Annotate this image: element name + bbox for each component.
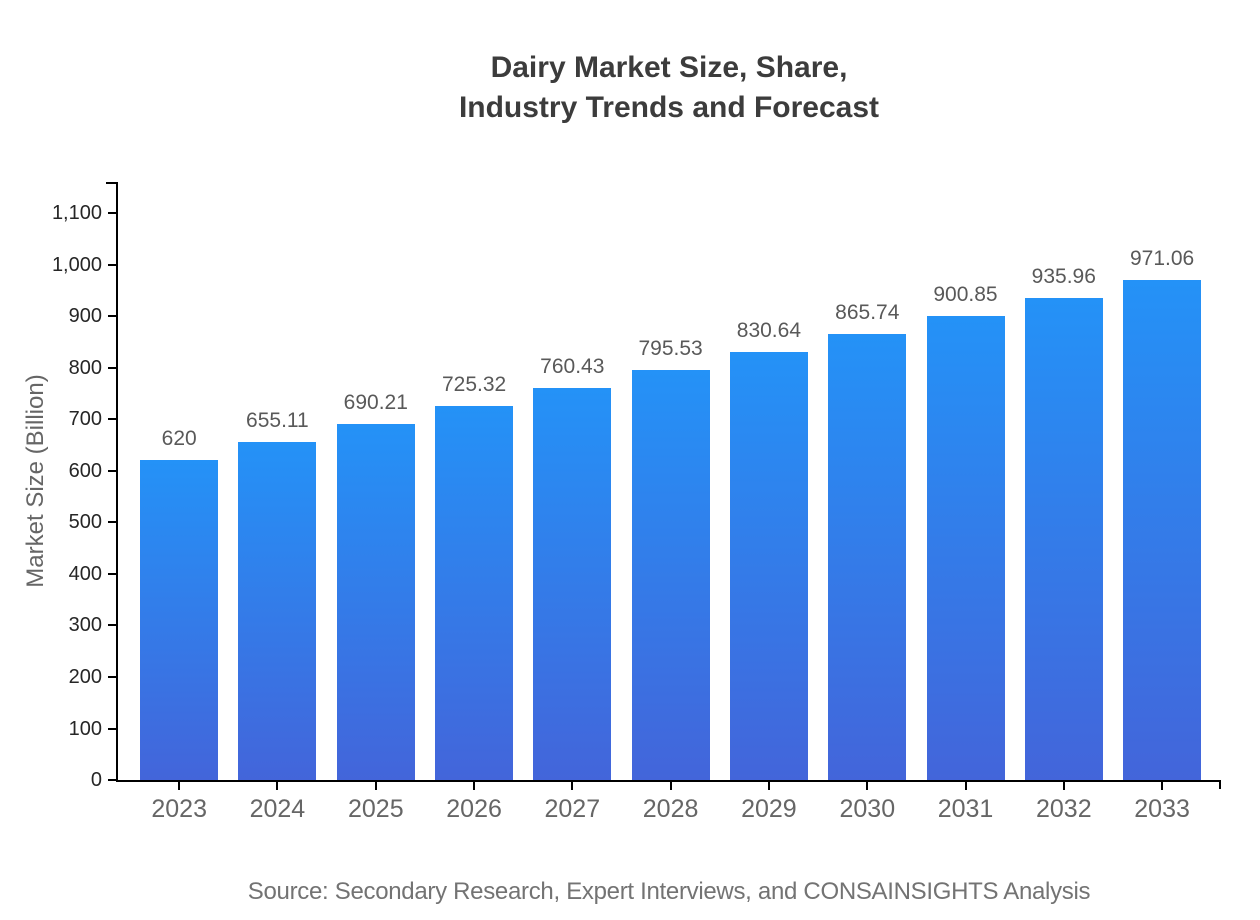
chart-title: Dairy Market Size, Share, Industry Trend… <box>118 48 1220 128</box>
bar-2030 <box>828 333 907 780</box>
bar-value-label-2023: 620 <box>161 427 197 451</box>
y-axis-tick <box>108 469 117 472</box>
y-axis-tick <box>108 366 117 369</box>
y-axis-tick-label: 900 <box>68 305 102 328</box>
y-axis-tick <box>108 263 117 266</box>
bar-2023 <box>140 460 219 780</box>
x-axis-tick <box>964 782 967 790</box>
x-axis-tick-label-2027: 2027 <box>544 795 601 823</box>
bar-2024 <box>238 442 317 780</box>
y-axis-tick <box>108 521 117 524</box>
x-axis-tick-label-2029: 2029 <box>741 795 797 823</box>
x-axis-tick-label-2031: 2031 <box>937 795 994 823</box>
bar-value-label-2033: 971.06 <box>1129 246 1195 270</box>
x-axis-tick <box>571 782 574 790</box>
bar-value-label-2032: 935.96 <box>1031 264 1096 288</box>
bar-2027 <box>533 388 612 780</box>
x-axis-tick <box>866 782 869 790</box>
y-axis-tick <box>108 624 117 627</box>
x-axis-tick <box>473 782 476 790</box>
bar-2032 <box>1024 297 1103 780</box>
bar-value-label-2025: 690.21 <box>343 391 408 415</box>
bar-value-label-2030: 865.74 <box>835 300 900 324</box>
chart-title-line2: Industry Trends and Forecast <box>458 91 880 124</box>
y-axis-tick-label: 600 <box>68 459 102 482</box>
bar-2026 <box>435 406 514 780</box>
y-axis-tick <box>108 315 117 318</box>
x-axis-tick <box>178 782 181 790</box>
chart-title-line1: Dairy Market Size, Share, <box>490 51 848 84</box>
y-axis-tick <box>108 418 117 421</box>
x-axis-tick-label-2033: 2033 <box>1134 795 1190 823</box>
x-axis-tick-label-2025: 2025 <box>347 795 404 823</box>
y-axis-tick-label: 1,100 <box>51 202 102 224</box>
x-axis-tick-label-2028: 2028 <box>642 795 699 823</box>
y-axis-tick-label: 500 <box>68 511 102 534</box>
x-axis-end-cap <box>1219 780 1221 789</box>
y-axis-tick-label: 100 <box>68 717 102 740</box>
bar-2028 <box>631 369 710 780</box>
bar-2025 <box>336 424 415 780</box>
y-axis-line <box>116 182 118 782</box>
x-axis-tick-label-2023: 2023 <box>151 795 207 823</box>
bar-value-label-2031: 900.85 <box>933 282 998 306</box>
y-axis-tick <box>108 572 117 575</box>
x-axis-tick <box>1161 782 1164 790</box>
x-axis-tick <box>276 782 279 790</box>
x-axis-tick-label-2030: 2030 <box>839 795 896 823</box>
bar-2033 <box>1123 279 1202 780</box>
y-axis-tick <box>108 212 117 214</box>
x-axis-tick <box>767 782 770 790</box>
bar-2029 <box>729 351 808 780</box>
bar-value-label-2027: 760.43 <box>540 355 605 378</box>
x-axis-tick-label-2032: 2032 <box>1035 795 1092 823</box>
bar-value-label-2026: 725.32 <box>441 373 507 397</box>
y-axis-tick-label: 400 <box>68 562 102 585</box>
y-axis-tick-label: 700 <box>68 408 102 431</box>
y-axis-tick-label: 1,000 <box>51 253 102 276</box>
x-axis-tick-label-2026: 2026 <box>446 795 502 823</box>
y-axis-tick <box>108 779 117 781</box>
x-axis-tick <box>669 782 672 790</box>
x-axis-tick-label-2024: 2024 <box>249 795 306 823</box>
x-axis-tick <box>374 782 377 790</box>
y-axis-tick-label: 0 <box>90 769 102 791</box>
y-axis-top-cap <box>106 182 118 184</box>
y-axis-tick-label: 200 <box>68 665 102 688</box>
bar-value-label-2028: 795.53 <box>638 336 703 360</box>
y-axis-tick <box>108 727 117 730</box>
bar-2031 <box>926 315 1005 780</box>
x-axis-line <box>116 780 1221 782</box>
bar-value-label-2029: 830.64 <box>736 318 801 342</box>
y-axis-tick-label: 800 <box>68 356 102 379</box>
bar-value-label-2024: 655.11 <box>246 409 309 433</box>
x-axis-tick <box>1062 782 1065 790</box>
source-note: Source: Secondary Research, Expert Inter… <box>247 878 1091 905</box>
y-axis-tick <box>108 675 117 678</box>
y-axis-tick-label: 300 <box>68 614 102 637</box>
